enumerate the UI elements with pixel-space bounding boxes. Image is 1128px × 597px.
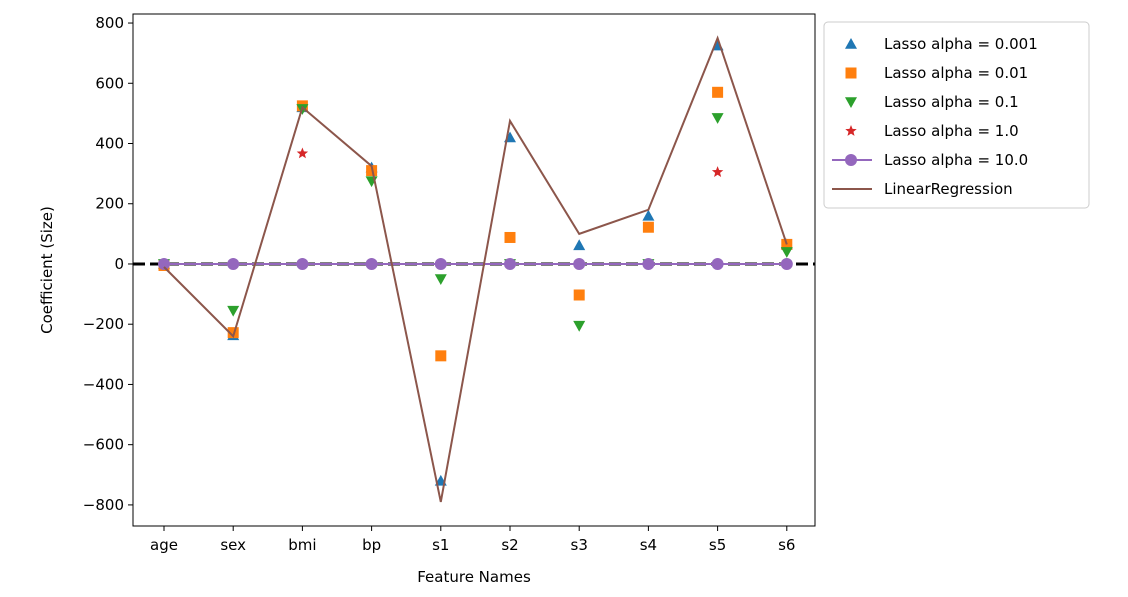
data-point	[642, 209, 655, 221]
legend-marker	[845, 97, 857, 108]
x-tick-label: sex	[220, 536, 246, 554]
data-point	[227, 257, 240, 270]
data-point	[712, 86, 724, 98]
legend-marker	[845, 154, 857, 166]
x-tick-label: bp	[362, 536, 381, 554]
data-point	[642, 221, 654, 233]
series-2	[158, 104, 793, 332]
legend-box	[823, 21, 1090, 209]
legend-label: Lasso alpha = 0.001	[884, 35, 1038, 53]
legend-marker	[845, 125, 857, 136]
data-point	[365, 257, 378, 270]
series-layer	[158, 35, 793, 503]
x-axis-label: Feature Names	[417, 568, 531, 586]
axes-frame	[132, 13, 816, 527]
legend-label: Lasso alpha = 1.0	[884, 122, 1019, 140]
x-tick-label: s5	[709, 536, 726, 554]
data-point	[504, 257, 516, 270]
legend-label: Lasso alpha = 10.0	[884, 151, 1028, 169]
y-tick-label: −200	[83, 315, 124, 333]
data-point	[573, 320, 586, 332]
y-axis: −800 −600 −400 −200 0 200 400 600 800	[83, 14, 133, 514]
legend-label: Lasso alpha = 0.01	[884, 64, 1028, 82]
series-4	[158, 257, 793, 270]
x-tick-label: age	[150, 536, 178, 554]
data-point	[780, 257, 793, 270]
data-point	[434, 274, 447, 286]
y-tick-label: 400	[95, 135, 124, 153]
data-point	[573, 257, 586, 270]
legend-item: LinearRegression	[832, 180, 1013, 198]
legend-marker	[845, 67, 857, 79]
y-tick-label: −800	[83, 496, 124, 514]
x-tick-label: s4	[640, 536, 657, 554]
y-tick-label: −600	[83, 436, 124, 454]
data-point	[435, 350, 447, 362]
data-point	[504, 231, 516, 243]
data-point	[296, 147, 309, 159]
series-line	[163, 35, 788, 503]
data-point	[711, 113, 724, 124]
x-tick-label: s2	[501, 536, 518, 554]
data-point	[642, 257, 655, 270]
legend-item: Lasso alpha = 1.0	[845, 122, 1019, 140]
x-tick-label: s6	[778, 536, 795, 554]
x-tick-label: s1	[432, 536, 449, 554]
data-point	[227, 305, 240, 317]
series-3	[158, 147, 793, 269]
data-point	[227, 327, 239, 339]
y-tick-label: 0	[114, 255, 124, 273]
data-point	[573, 289, 585, 301]
data-point	[780, 247, 793, 258]
legend-marker	[845, 38, 857, 49]
legend-item: Lasso alpha = 10.0	[832, 151, 1028, 169]
series-5	[163, 35, 788, 503]
legend-label: LinearRegression	[884, 180, 1013, 198]
y-tick-label: 600	[95, 74, 124, 92]
data-point	[296, 257, 309, 270]
x-axis: age sex bmi bp s1 s2 s3 s4 s5 s6	[150, 526, 795, 554]
y-tick-label: 800	[95, 14, 124, 32]
y-tick-label: −400	[83, 375, 124, 393]
legend-item: Lasso alpha = 0.01	[845, 64, 1028, 82]
data-point	[573, 239, 586, 251]
x-tick-label: s3	[571, 536, 588, 554]
legend-item: Lasso alpha = 0.001	[845, 35, 1038, 53]
series-1	[158, 86, 793, 362]
x-tick-label: bmi	[288, 536, 316, 554]
y-tick-label: 200	[95, 195, 124, 213]
legend: Lasso alpha = 0.001 Lasso alpha = 0.01 Las…	[823, 21, 1090, 209]
legend-label: Lasso alpha = 0.1	[884, 93, 1019, 111]
y-axis-label: Coefficient (Size)	[38, 206, 56, 334]
legend-item: Lasso alpha = 0.1	[845, 93, 1019, 111]
data-point	[711, 257, 724, 270]
data-point	[434, 257, 447, 270]
data-point	[158, 257, 170, 270]
data-point	[711, 166, 724, 177]
